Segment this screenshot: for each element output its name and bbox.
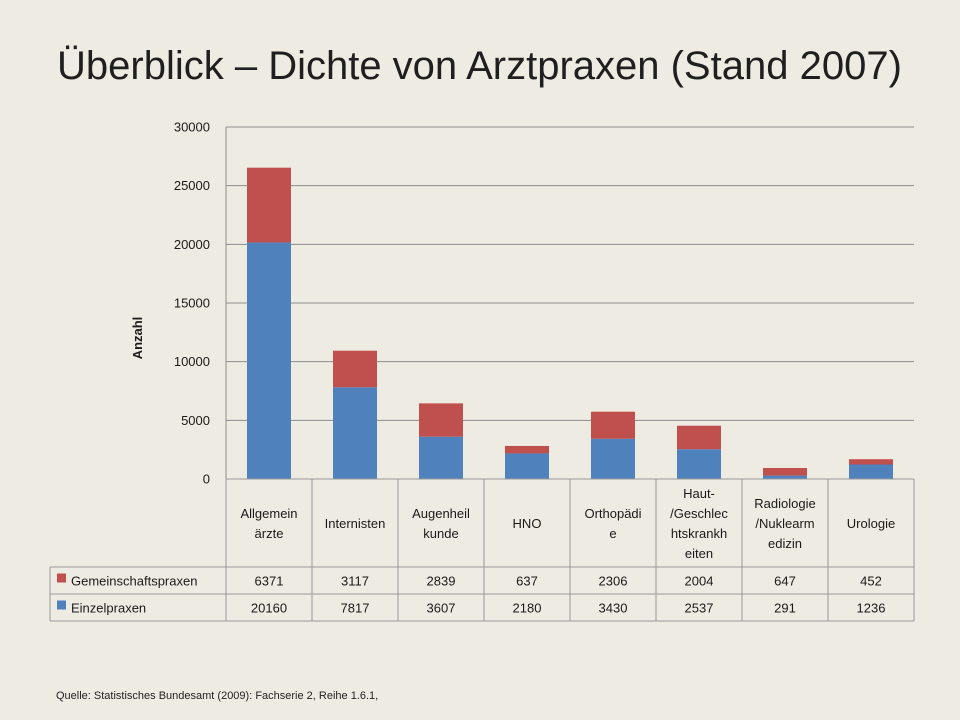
table-value: 3430 <box>599 601 628 616</box>
category-label: Haut- <box>683 486 715 501</box>
bar-einzelpraxen <box>247 242 291 479</box>
table-value: 2004 <box>685 574 714 589</box>
table-value: 2537 <box>685 601 714 616</box>
y-tick-label: 15000 <box>174 296 210 311</box>
table-value: 2839 <box>427 574 456 589</box>
bar-gemeinschaftspraxen <box>419 403 463 437</box>
chart-title: Überblick – Dichte von Arztpraxen (Stand… <box>57 44 902 88</box>
category-label: Allgemein <box>240 506 297 521</box>
category-label: /Nuklearm <box>755 516 814 531</box>
legend-swatch-einzelpraxen <box>57 600 66 610</box>
category-label: Augenheil <box>412 506 470 521</box>
table-value: 452 <box>860 574 882 589</box>
bar-einzelpraxen <box>677 449 721 479</box>
category-label: kunde <box>423 526 458 541</box>
category-label: Internisten <box>325 516 386 531</box>
source-note: Quelle: Statistisches Bundesamt (2009): … <box>56 690 379 702</box>
bar-gemeinschaftspraxen <box>849 459 893 465</box>
y-tick-label: 25000 <box>174 178 210 193</box>
y-tick-label: 20000 <box>174 237 210 252</box>
legend-label: Einzelpraxen <box>71 601 146 616</box>
legend-label: Gemeinschaftspraxen <box>71 574 197 589</box>
table-value: 20160 <box>251 601 287 616</box>
category-label: edizin <box>768 536 802 551</box>
bar-einzelpraxen <box>505 453 549 479</box>
table-value: 2180 <box>513 601 542 616</box>
category-label: ärzte <box>255 526 284 541</box>
y-tick-label: 30000 <box>174 120 210 135</box>
bar-einzelpraxen <box>849 464 893 479</box>
table-value: 7817 <box>341 601 370 616</box>
bar-einzelpraxen <box>333 387 377 479</box>
table-value: 3117 <box>341 574 369 589</box>
table-value: 2306 <box>599 574 628 589</box>
y-axis-title: Anzahl <box>130 317 145 360</box>
category-label: eiten <box>685 546 713 561</box>
category-label: Orthopädi <box>584 506 641 521</box>
bar-einzelpraxen <box>763 475 807 479</box>
bar-gemeinschaftspraxen <box>505 445 549 454</box>
table-value: 3607 <box>427 601 456 616</box>
category-label: Urologie <box>847 516 895 531</box>
bar-gemeinschaftspraxen <box>763 467 807 476</box>
category-label: HNO <box>513 516 542 531</box>
bar-einzelpraxen <box>591 438 635 479</box>
table-value: 637 <box>516 574 538 589</box>
category-label: Radiologie <box>754 496 815 511</box>
legend-swatch-gemeinschaftspraxen <box>57 573 66 583</box>
category-label: htskrankh <box>671 526 727 541</box>
table-value: 6371 <box>255 574 284 589</box>
bar-gemeinschaftspraxen <box>333 350 377 388</box>
category-label: e <box>609 526 616 541</box>
bar-gemeinschaftspraxen <box>677 425 721 450</box>
y-tick-label: 10000 <box>174 354 210 369</box>
bar-einzelpraxen <box>419 436 463 479</box>
y-tick-label: 5000 <box>181 413 210 428</box>
bar-gemeinschaftspraxen <box>247 167 291 243</box>
table-value: 647 <box>774 574 796 589</box>
category-label: /Geschlec <box>670 506 728 521</box>
bar-gemeinschaftspraxen <box>591 411 635 439</box>
table-value: 1236 <box>857 601 886 616</box>
y-tick-label: 0 <box>203 472 210 487</box>
table-value: 291 <box>774 601 796 616</box>
